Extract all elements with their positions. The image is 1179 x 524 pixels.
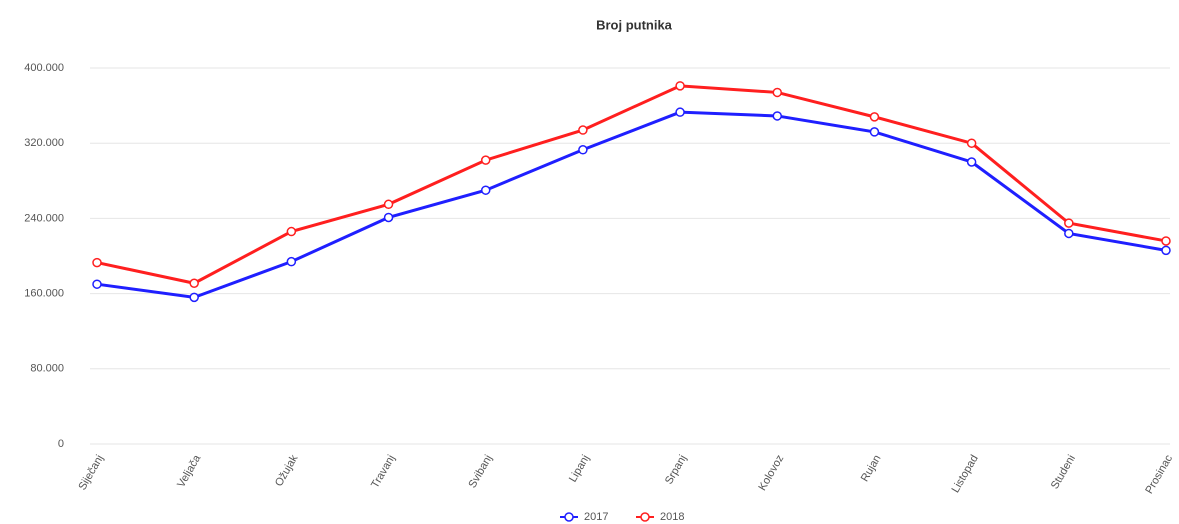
data-point	[189, 292, 199, 303]
x-tick-label: Svibanj	[466, 453, 494, 490]
x-tick-label: Kolovoz	[756, 453, 786, 493]
series-line	[96, 84, 1167, 285]
data-point	[1161, 236, 1171, 246]
x-tick-label: Lipanj	[567, 453, 592, 484]
data-point	[772, 87, 783, 98]
x-tick-label: Prosinac	[1143, 453, 1175, 496]
data-point	[675, 81, 685, 91]
data-point	[578, 125, 588, 135]
data-point	[1064, 228, 1074, 239]
x-tick-label: Srpanj	[663, 453, 689, 487]
x-tick-label: Listopad	[950, 453, 981, 495]
data-point	[966, 138, 977, 148]
data-point	[578, 145, 588, 155]
data-point	[1161, 245, 1171, 256]
data-point	[383, 199, 394, 210]
data-point	[286, 226, 297, 237]
x-tick-label: Rujan	[859, 453, 884, 484]
y-tick-label: 0	[58, 438, 64, 450]
data-point	[869, 127, 880, 137]
series-line	[96, 110, 1167, 299]
data-point	[189, 278, 199, 289]
legend-marker	[564, 512, 574, 522]
legend-label: 2018	[660, 511, 684, 523]
legend-label: 2017	[584, 511, 608, 523]
y-tick-label: 400.000	[24, 62, 64, 74]
chart-title: Broj putnika	[596, 17, 673, 32]
legend-marker	[640, 512, 650, 522]
data-point	[869, 112, 880, 122]
data-point	[286, 256, 297, 267]
data-point	[966, 157, 977, 167]
data-point	[383, 212, 394, 223]
data-point	[92, 279, 102, 289]
y-tick-label: 160.000	[24, 288, 64, 300]
x-tick-label: Ožujak	[273, 453, 301, 489]
x-tick-label: Siječanj	[76, 453, 106, 492]
x-tick-label: Studeni	[1049, 453, 1078, 491]
data-point	[480, 155, 491, 165]
data-point	[1064, 218, 1074, 228]
data-point	[92, 257, 102, 268]
data-point	[772, 111, 783, 121]
y-tick-label: 240.000	[24, 212, 64, 224]
x-tick-label: Veljača	[175, 452, 204, 489]
y-tick-label: 320.000	[24, 137, 64, 149]
y-tick-label: 80.000	[30, 363, 64, 375]
x-tick-label: Travanj	[369, 453, 398, 490]
data-point	[480, 185, 491, 195]
data-point	[675, 107, 685, 117]
